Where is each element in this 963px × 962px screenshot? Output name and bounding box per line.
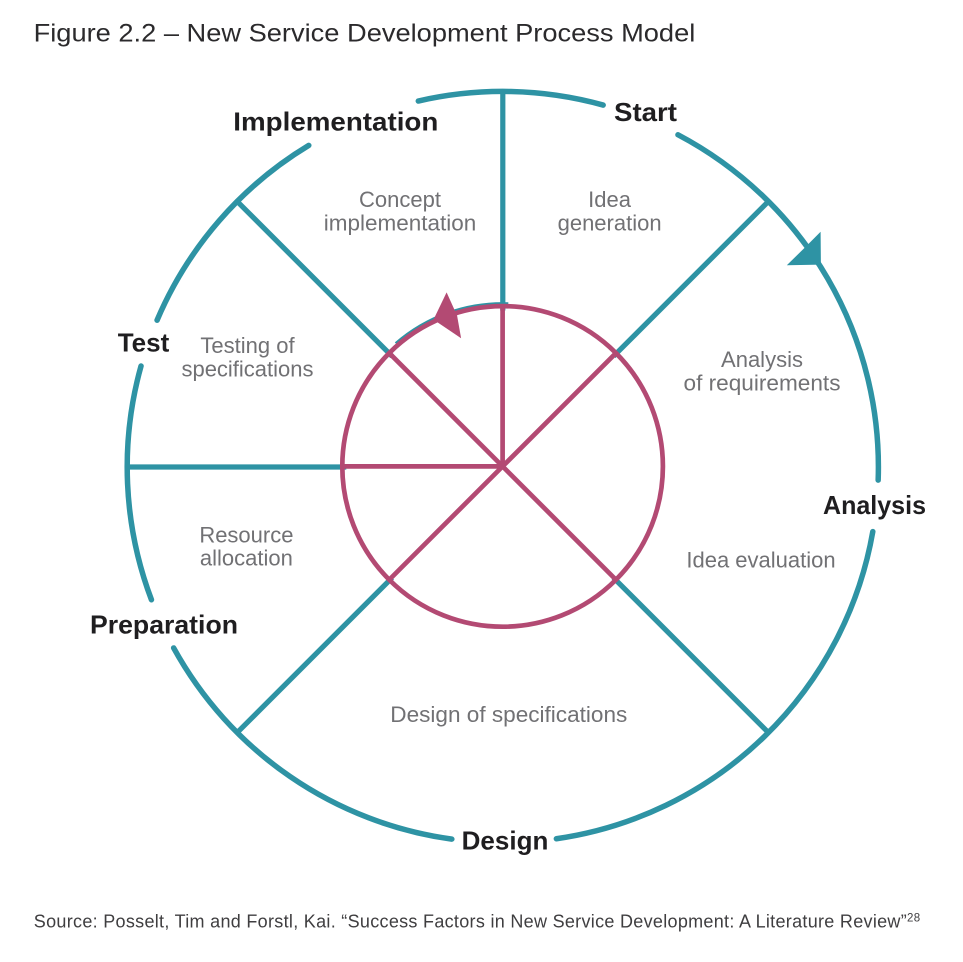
svg-text:specifications: specifications xyxy=(181,356,313,381)
svg-text:Analysis: Analysis xyxy=(823,490,926,520)
svg-text:Design: Design xyxy=(462,826,549,856)
svg-text:Idea: Idea xyxy=(588,187,632,212)
svg-text:of requirements: of requirements xyxy=(684,370,841,395)
svg-text:Testing of: Testing of xyxy=(200,333,295,358)
svg-text:allocation: allocation xyxy=(200,546,293,571)
svg-text:Source: Posselt, Tim and Forst: Source: Posselt, Tim and Forstl, Kai. “S… xyxy=(34,912,921,932)
svg-text:implementation: implementation xyxy=(324,210,477,235)
svg-text:Design of specifications: Design of specifications xyxy=(390,702,627,727)
svg-text:Resource: Resource xyxy=(199,522,293,547)
svg-text:Start: Start xyxy=(614,97,677,127)
svg-text:Preparation: Preparation xyxy=(90,609,238,639)
svg-text:Idea evaluation: Idea evaluation xyxy=(686,547,835,572)
svg-text:Test: Test xyxy=(118,327,170,357)
svg-text:Concept: Concept xyxy=(359,187,441,212)
svg-text:Figure 2.2 – New Service Devel: Figure 2.2 – New Service Development Pro… xyxy=(34,20,696,48)
svg-text:generation: generation xyxy=(558,210,662,235)
svg-text:Analysis: Analysis xyxy=(721,347,803,372)
svg-text:Implementation: Implementation xyxy=(233,107,438,137)
